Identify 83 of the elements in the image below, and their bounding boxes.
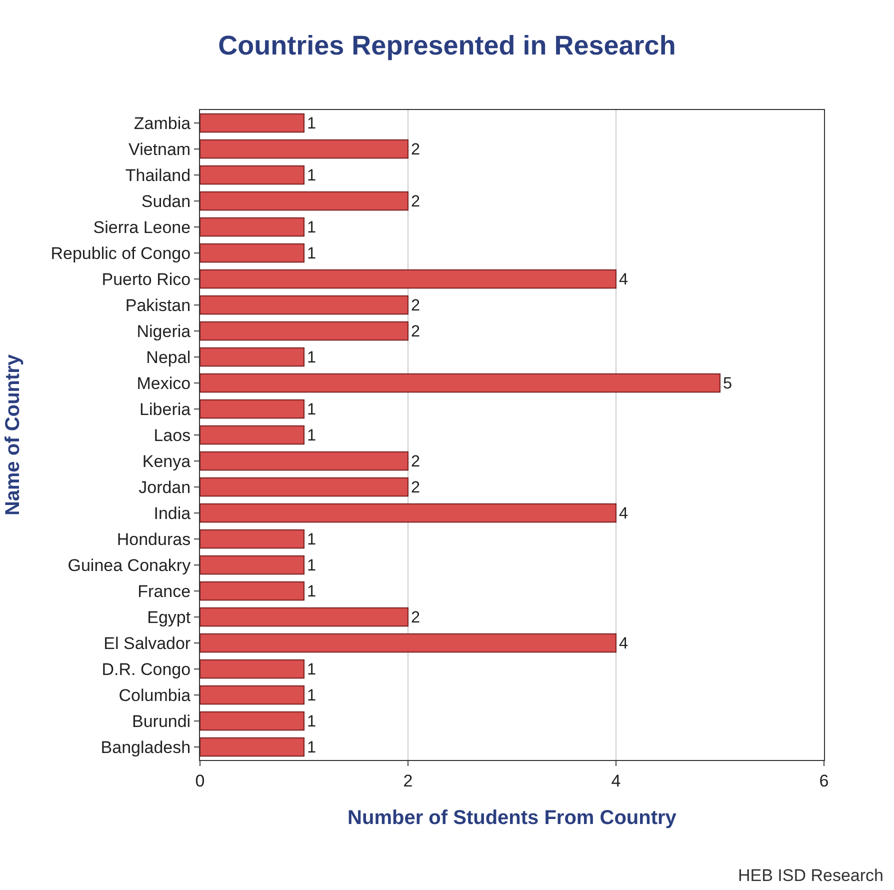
y-tick-label: Mexico — [136, 374, 191, 393]
data-label: 1 — [307, 660, 316, 678]
y-tick-label: Liberia — [140, 400, 192, 419]
data-label: 2 — [411, 192, 420, 210]
y-tick-label: Zambia — [134, 114, 192, 133]
bar — [200, 139, 408, 159]
bar — [200, 633, 616, 653]
y-tick-label: Nigeria — [136, 322, 192, 341]
data-label: 2 — [411, 322, 420, 340]
bar — [200, 659, 304, 679]
data-label: 2 — [411, 608, 420, 626]
data-label: 4 — [619, 270, 628, 288]
bar — [200, 191, 408, 211]
data-label: 1 — [307, 348, 316, 366]
y-tick-label: Sierra Leone — [93, 218, 191, 237]
bar — [200, 347, 304, 367]
data-label: 1 — [307, 400, 316, 418]
bar — [200, 113, 304, 133]
data-label: 2 — [411, 478, 420, 496]
y-tick-label: France — [138, 582, 191, 601]
data-label: 1 — [307, 530, 316, 548]
y-tick-label: Vietnam — [128, 140, 191, 159]
y-tick-label: Jordan — [138, 478, 191, 497]
x-tick-label: 6 — [819, 771, 829, 790]
text: HEB ISD Research — [738, 866, 884, 885]
chart-title: Countries Represented in Research — [218, 30, 676, 60]
y-tick-label: Guinea Conakry — [68, 556, 192, 575]
bar — [200, 451, 408, 471]
y-tick-label: Thailand — [125, 166, 191, 185]
bar — [200, 555, 304, 575]
y-tick-label: Burundi — [132, 712, 191, 731]
data-label: 1 — [307, 426, 316, 444]
bar — [200, 711, 304, 731]
bar — [200, 295, 408, 315]
data-label: 2 — [411, 452, 420, 470]
y-tick-label: Kenya — [142, 452, 192, 471]
bar — [200, 503, 616, 523]
data-label: 1 — [307, 114, 316, 132]
bar — [200, 529, 304, 549]
y-tick-label: Egypt — [147, 608, 191, 627]
data-label: 4 — [619, 634, 628, 652]
bar — [200, 607, 408, 627]
data-label: 5 — [723, 374, 732, 392]
bar — [200, 321, 408, 341]
data-label: 1 — [307, 738, 316, 756]
bar — [200, 685, 304, 705]
x-tick-label: 2 — [403, 771, 413, 790]
y-axis-title: Name of Country — [2, 354, 24, 516]
y-tick-label: Sudan — [141, 192, 191, 211]
y-tick-label: Honduras — [116, 530, 191, 549]
bar — [200, 243, 304, 263]
y-tick-label: India — [154, 504, 192, 523]
data-label: 1 — [307, 712, 316, 730]
bar — [200, 581, 304, 601]
y-tick-label: Republic of Congo — [50, 244, 191, 263]
bar — [200, 269, 616, 289]
bar — [200, 399, 304, 419]
y-tick-label: Bangladesh — [100, 738, 191, 757]
y-tick-label: Pakistan — [125, 296, 191, 315]
data-label: 1 — [307, 244, 316, 262]
y-tick-label: Columbia — [118, 686, 192, 705]
y-tick-label: Puerto Rico — [102, 270, 191, 289]
data-label: 1 — [307, 686, 316, 704]
x-tick-label: 0 — [195, 771, 205, 790]
bar — [200, 477, 408, 497]
x-tick-label: 4 — [611, 771, 621, 790]
y-tick-label: Nepal — [146, 348, 191, 367]
bar — [200, 165, 304, 185]
bar — [200, 425, 304, 445]
bar — [200, 217, 304, 237]
data-label: 1 — [307, 582, 316, 600]
y-tick-label: Laos — [154, 426, 191, 445]
y-tick-label: D.R. Congo — [102, 660, 191, 679]
data-label: 1 — [307, 218, 316, 236]
y-tick-label: El Salvador — [104, 634, 191, 653]
data-label: 1 — [307, 166, 316, 184]
data-label: 1 — [307, 556, 316, 574]
data-label: 2 — [411, 140, 420, 158]
x-axis-title: Number of Students From Country — [348, 806, 678, 829]
data-label: 2 — [411, 296, 420, 314]
bar — [200, 373, 720, 393]
data-label: 4 — [619, 504, 628, 522]
bar — [200, 737, 304, 757]
